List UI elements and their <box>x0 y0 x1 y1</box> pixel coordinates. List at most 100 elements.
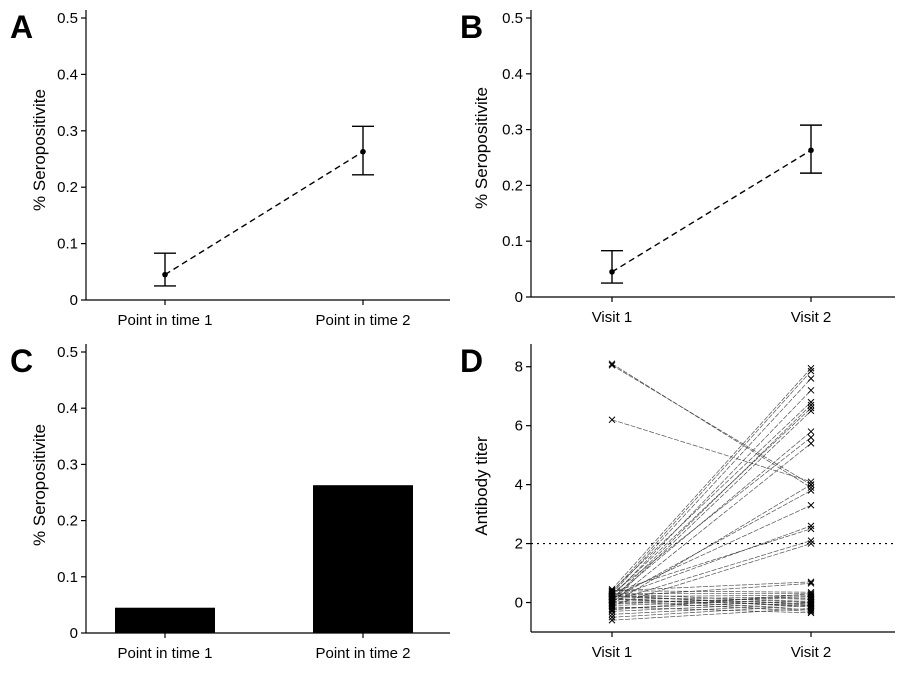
panel-a-y-tick-label: 0.3 <box>57 123 78 140</box>
panel-d-marker <box>807 398 815 406</box>
panel-d-marker <box>807 364 815 372</box>
panel-d-marker <box>807 608 815 615</box>
panel-d-marker <box>807 487 815 494</box>
panel-b-x-tick-label: Visit 1 <box>592 309 633 326</box>
panel-d-marker <box>807 602 815 609</box>
panel-d-subject-line <box>611 603 812 615</box>
panel-d-subject-line <box>611 583 812 597</box>
panel-a-plot-area: 0 0.1 0.2 0.3 0.4 0.5 Point in time 1 Point in … <box>57 10 450 329</box>
panel-d-subject-line <box>611 407 812 596</box>
panel-c-ylabel: % Seropositivite <box>30 424 49 546</box>
panel-letter-a: A <box>10 9 33 45</box>
panel-d-subject-line <box>611 608 812 621</box>
panel-d-y-tick-label: 0 <box>515 595 523 612</box>
panel-b-y-tick-label: 0.3 <box>502 122 523 139</box>
panel-d-marker <box>807 484 815 491</box>
panel-b-y-tick-label: 0.1 <box>502 233 523 250</box>
panel-d-subject-line <box>611 404 812 600</box>
panel-d-subject-line <box>611 437 812 594</box>
panel-d-subject-line <box>611 597 812 611</box>
panel-d-marker <box>608 360 616 368</box>
panel-d-subject-line <box>611 363 812 488</box>
panel-d-subject-line <box>611 370 812 593</box>
panel-b-y-tick-label: 0.4 <box>502 66 523 83</box>
panel-a-x-tick-label: Point in time 1 <box>117 312 212 329</box>
panel-d-marker <box>807 593 815 600</box>
panel-d-marker <box>608 593 616 600</box>
panel-d-y-tick-label: 6 <box>515 418 523 435</box>
panel-a: A % Seropositivite 0 0.1 0.2 0.3 0.4 0.5 Point… <box>10 9 450 329</box>
panel-d-marker <box>807 501 815 509</box>
panel-c-y-tick-label: 0.3 <box>57 456 78 473</box>
panel-a-y-tick-label: 0.2 <box>57 179 78 196</box>
panel-a-point <box>360 148 366 155</box>
panel-a-y-tick-label: 0 <box>70 292 78 309</box>
panel-d-subject-line <box>611 593 812 611</box>
panel-b-point <box>808 147 814 154</box>
panel-d-marker <box>807 578 815 586</box>
panel-d-subject-line <box>611 605 812 618</box>
panel-b-point <box>609 269 615 275</box>
panel-d-marker <box>608 606 616 614</box>
panel-d-marker <box>807 540 815 547</box>
panel-a-point <box>162 271 168 278</box>
panel-d-marker <box>807 537 815 544</box>
panel-d-subject-line <box>611 410 812 602</box>
panel-d-subject-line <box>611 378 812 594</box>
panel-c-plot-area: 0 0.1 0.2 0.3 0.4 0.5 Point in time 1 Point in … <box>57 344 450 662</box>
panel-a-ylabel: % Seropositivite <box>30 89 49 211</box>
panel-d-marker <box>608 361 616 369</box>
panel-d-marker <box>807 367 815 375</box>
panel-c-x-tick-label: Point in time 2 <box>315 645 410 662</box>
panel-d-marker <box>608 616 616 624</box>
panel-d-marker <box>807 440 815 447</box>
panel-d-marker <box>807 599 815 606</box>
panel-d-ylabel: Antibody titer <box>472 436 491 536</box>
panel-a-x-tick-label: Point in time 2 <box>315 312 410 329</box>
panel-d-subject-line <box>611 431 812 599</box>
panel-d-subject-line <box>611 367 812 590</box>
panel-d-subject-line <box>611 593 812 603</box>
panel-d-marker <box>608 590 616 598</box>
panel-a-y-tick-label: 0.4 <box>57 66 78 83</box>
panel-d-marker <box>608 603 616 611</box>
panel-d-subject-line <box>611 484 812 605</box>
panel-d-marker <box>807 522 815 530</box>
panel-b: B % Seropositivite 0 0.1 0.2 0.3 0.4 0.5 Visit… <box>460 9 895 326</box>
panel-c-bar <box>115 607 215 633</box>
panel-c-y-tick-label: 0.5 <box>57 344 78 361</box>
panel-d-x-tick-label: Visit 1 <box>592 644 633 661</box>
panel-d-subject-line <box>611 401 812 591</box>
panel-d-subject-line <box>611 419 812 483</box>
panel-d-subject-line <box>611 581 812 592</box>
panel-c-y-tick-label: 0 <box>70 625 78 642</box>
panel-d-y-tick-label: 8 <box>515 359 523 376</box>
panel-c-y-tick-label: 0.4 <box>57 400 78 417</box>
panel-d-subject-line <box>611 599 812 606</box>
panel-d-subject-line <box>611 443 812 603</box>
panel-d-marker <box>608 416 616 424</box>
panel-b-ylabel: % Seropositivite <box>472 87 491 209</box>
panel-d-marker <box>807 401 815 409</box>
panel-c-y-tick-label: 0.1 <box>57 569 78 586</box>
panel-d-subject-line <box>611 606 812 614</box>
panel-d-marker <box>807 478 815 486</box>
panel-d-marker <box>807 525 815 533</box>
panel-d-y-tick-label: 2 <box>515 536 523 553</box>
panel-c-x-tick-label: Point in time 1 <box>117 645 212 662</box>
panel-a-y-tick-label: 0.1 <box>57 236 78 253</box>
panel-b-trend-line <box>611 149 812 273</box>
panel-c-y-tick-label: 0.2 <box>57 513 78 530</box>
panel-d-marker <box>608 613 616 621</box>
panel-d-y-tick-label: 4 <box>515 477 523 494</box>
panel-a-y-tick-label: 0.5 <box>57 10 78 27</box>
panel-b-x-tick-label: Visit 2 <box>791 309 832 326</box>
panel-d-subject-line <box>611 490 812 600</box>
panel-d-subject-line <box>611 594 812 608</box>
panel-letter-d: D <box>460 343 483 379</box>
panel-c-bar <box>313 485 413 633</box>
panel-d-marker <box>807 580 815 587</box>
panel-d-subject-line <box>611 364 812 485</box>
panel-d-subject-line <box>611 525 812 599</box>
panel-d-marker <box>807 407 815 415</box>
